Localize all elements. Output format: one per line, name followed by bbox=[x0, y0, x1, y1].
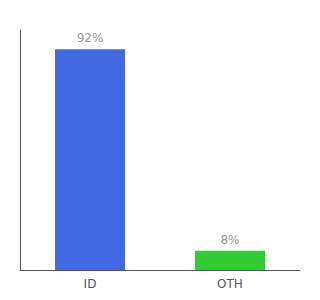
svg-text:ID: ID bbox=[84, 277, 97, 291]
svg-text:OTH: OTH bbox=[217, 277, 243, 291]
svg-text:92%: 92% bbox=[77, 31, 104, 45]
svg-text:8%: 8% bbox=[220, 233, 239, 247]
